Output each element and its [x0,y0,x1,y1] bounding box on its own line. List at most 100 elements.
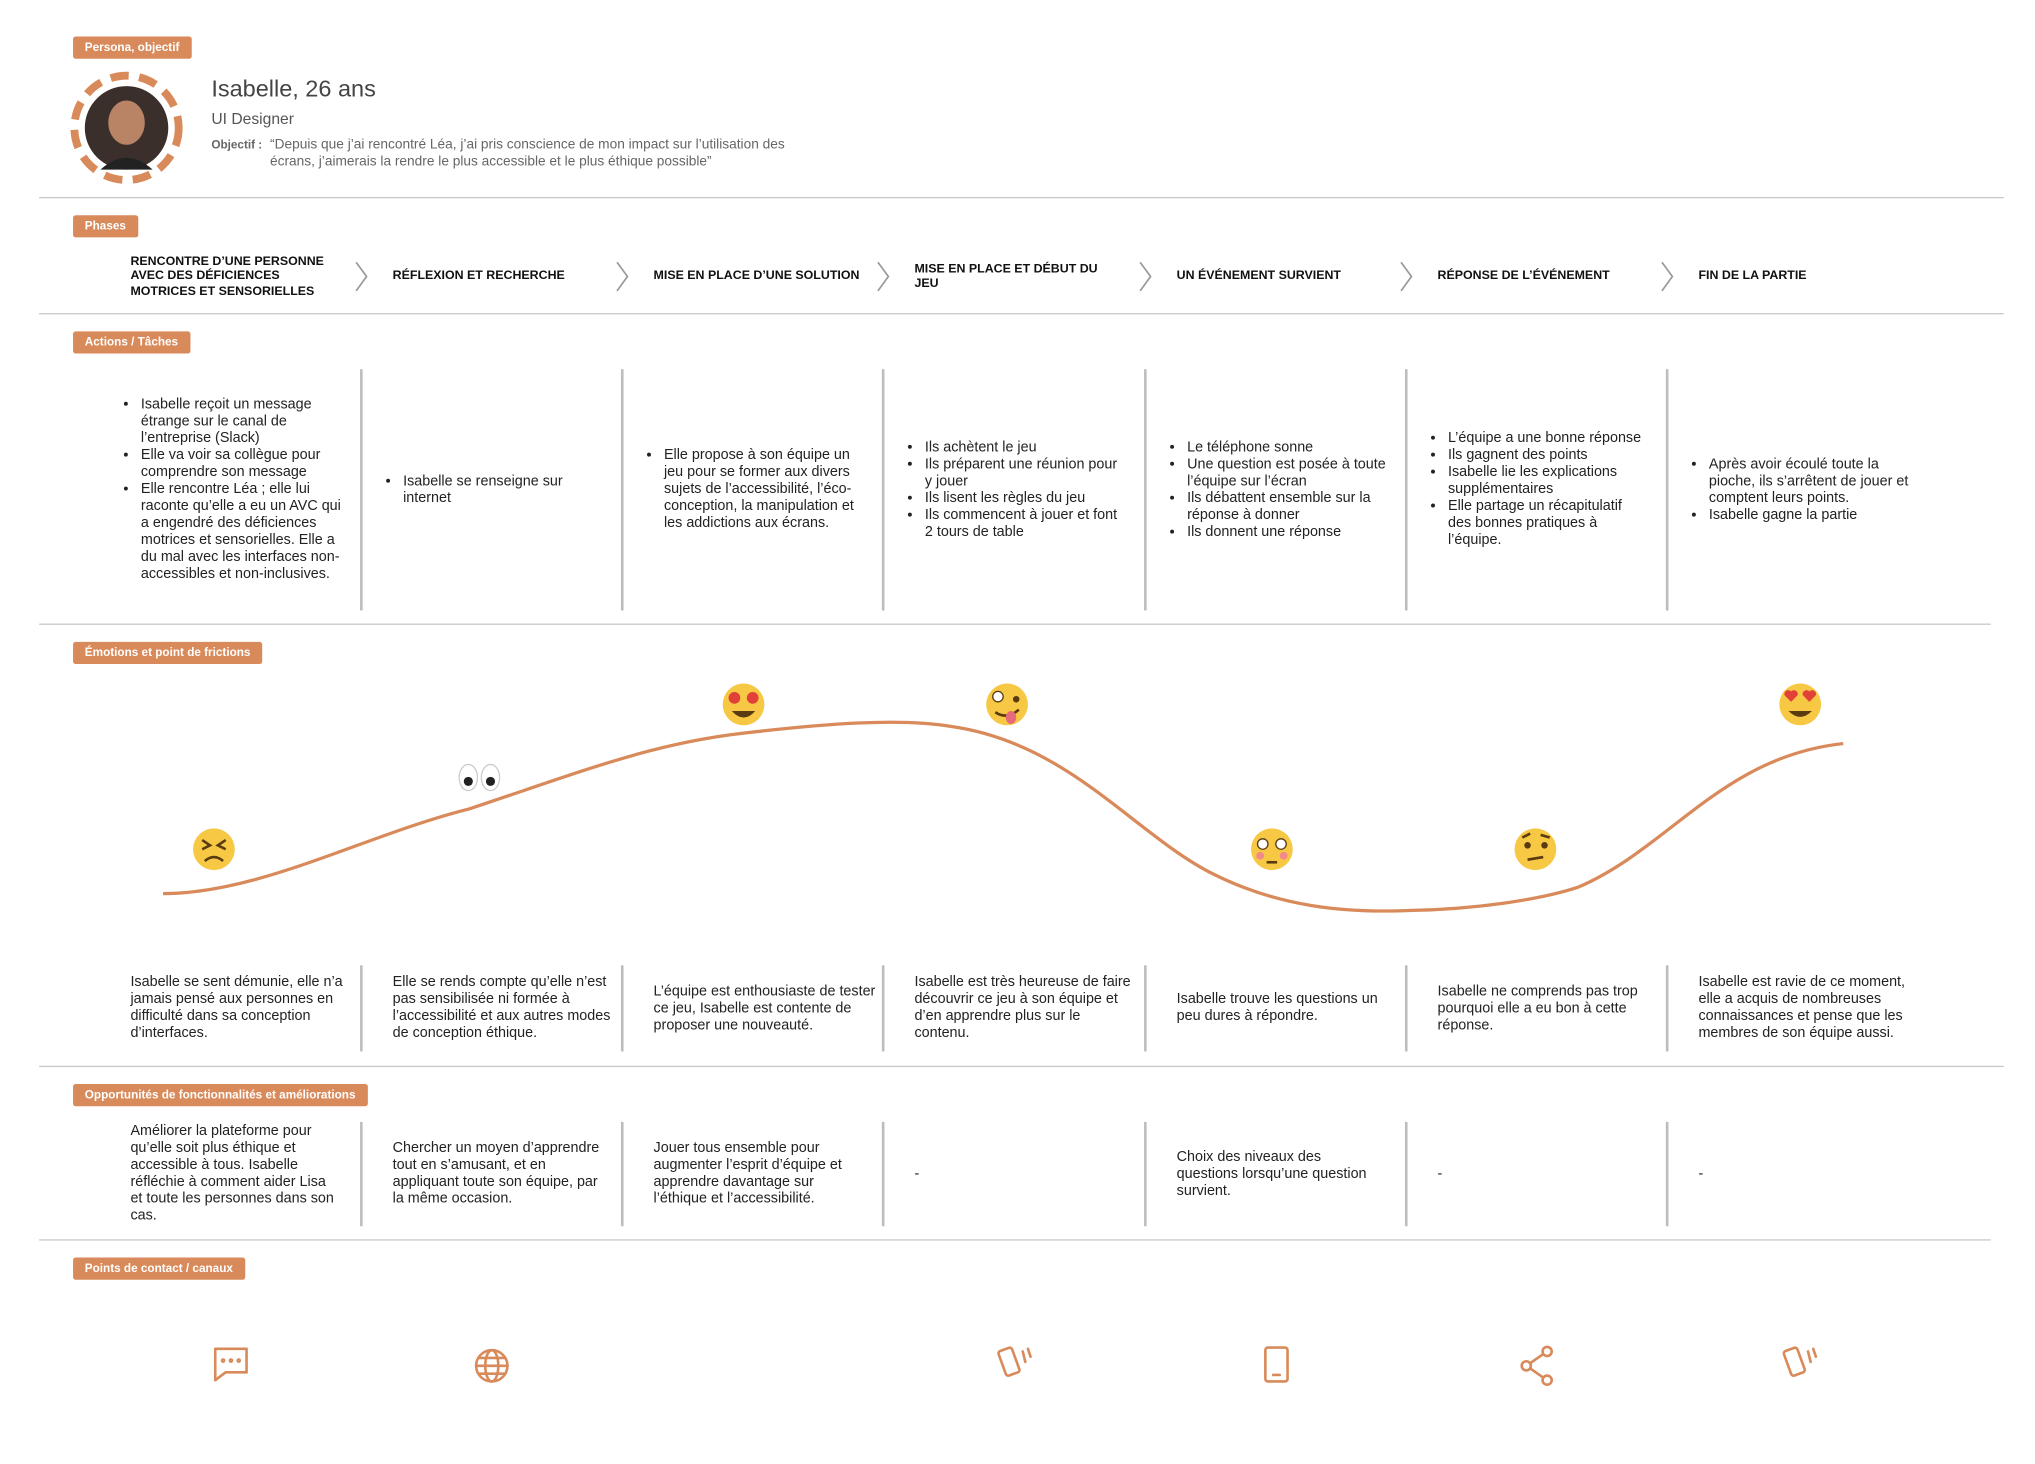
opportunity-text-content: - [914,1165,920,1182]
separator [39,313,2004,315]
opportunity-text: Chercher un moyen d’apprendre tout en s’… [393,1122,602,1226]
action-item: Elle rencontre Léa ; elle lui raconte qu… [141,481,342,583]
action-item: Isabelle gagne la partie [1709,507,1910,524]
action-item: Ils lisent les règles du jeu [925,490,1126,507]
phase-chevron [1139,261,1152,292]
column-divider [1404,369,1408,611]
action-item: Elle partage un récapitulatif des bonnes… [1448,498,1649,549]
phase-chevron [355,261,368,292]
phase-label: UN ÉVÉNEMENT SURVIENT [1176,269,1342,284]
section-tag: Actions / Tâches [73,331,190,354]
action-list: Isabelle se renseigne sur internet [382,473,604,507]
action-list: Isabelle reçoit un message étrange sur l… [120,397,342,584]
phase-label: RÉFLEXION ET RECHERCHE [392,269,565,284]
separator [39,1239,1991,1241]
section-tag: Opportunités de fonctionnalités et améli… [73,1084,368,1107]
emotion-text: Isabelle est ravie de ce moment, elle a … [1698,965,1920,1051]
phase-label: MISE EN PLACE ET DÉBUT DU JEU [914,261,1098,291]
emotion-text-content: L’équipe est enthousiaste de tester ce j… [653,982,876,1033]
column-divider [1404,1121,1408,1227]
emoji-zany [986,683,1028,726]
opportunity-text-content: Améliorer la plateforme pour qu’elle soi… [130,1123,334,1224]
column-divider [881,369,885,611]
action-item: Elle va voir sa collègue pour comprendre… [141,447,342,481]
action-item: Ils débattent ensemble sur la réponse à … [1187,490,1388,524]
emotion-text-content: Isabelle se sent démunie, elle n’a jamai… [130,974,343,1041]
action-column: Elle propose à son équipe un jeu pour se… [643,369,865,610]
emotion-text: Isabelle est très heureuse de faire déco… [914,965,1136,1051]
action-item: Ils achètent le jeu [925,439,1126,456]
phase-label: RENCONTRE D’UNE PERSONNE AVEC DES DÉFICI… [130,254,324,299]
column-divider [1144,1121,1147,1227]
column-divider [360,1121,363,1227]
action-item: Ils commencent à jouer et font 2 tours d… [925,507,1126,541]
section-tag: Émotions et point de frictions [73,641,263,664]
phase-chevron [1400,261,1413,292]
emotion-text: L’équipe est enthousiaste de tester ce j… [654,965,876,1051]
section-tag: Points de contact / canaux [73,1257,245,1280]
column-divider [1665,369,1669,611]
phase-chevron [1661,261,1674,292]
column-divider [360,965,363,1052]
action-item: Après avoir écoulé toute la pioche, ils … [1709,456,1910,507]
action-item: Ils donnent une réponse [1187,524,1388,541]
opportunity-text: - [1698,1122,1907,1226]
separator [39,196,2004,199]
action-item: Isabelle lie les explications supplément… [1448,464,1649,498]
icon-chat [213,1347,248,1382]
avatar [70,71,183,184]
phase-chevron [616,261,629,292]
emotion-text-content: Isabelle ne comprends pas trop pourquoi … [1437,982,1638,1033]
action-column: L’équipe a une bonne réponseIls gagnent … [1427,369,1649,610]
column-divider [620,369,624,611]
separator [39,1065,2004,1068]
emotion-text-content: Isabelle est ravie de ce moment, elle a … [1698,974,1906,1041]
column-divider [620,1121,624,1227]
phase-label: RÉPONSE DE L’ÉVÉNEMENT [1437,269,1610,284]
opportunity-text: - [914,1122,1123,1226]
emoji-star-struck [722,683,765,726]
column-divider [620,965,624,1052]
objective: “Depuis que j’ai rencontré Léa, j’ai pri… [270,136,785,170]
icon-share [1520,1345,1554,1387]
emoji-tired [193,828,235,871]
persona-role: UI Designer [211,109,294,128]
phase-chevron [877,261,890,292]
action-list: Elle propose à son équipe un jeu pour se… [643,447,865,532]
column-divider [1665,965,1669,1052]
opportunity-text-content: Jouer tous ensemble pour augmenter l’esp… [653,1140,842,1207]
action-item: Elle propose à son équipe un jeu pour se… [664,447,865,532]
column-divider [1404,965,1408,1052]
action-item: Le téléphone sonne [1187,439,1388,456]
emotion-text: Isabelle se sent démunie, elle n’a jamai… [130,965,352,1051]
section-tag: Persona, objectif [73,36,192,59]
column-divider [1665,1121,1669,1227]
action-item: Isabelle se renseigne sur internet [403,473,604,507]
opportunity-text: Choix des niveaux des questions lorsqu’u… [1177,1122,1386,1226]
phase-label: FIN DE LA PARTIE [1698,269,1807,284]
emoji-flushed [1251,828,1293,871]
emotion-text-content: Isabelle trouve les questions un peu dur… [1176,991,1378,1025]
action-list: Ils achètent le jeuIls préparent une réu… [904,439,1126,541]
column-divider [881,1121,885,1227]
action-item: L’équipe a une bonne réponse [1448,430,1649,447]
column-divider [1144,965,1147,1052]
emotion-text-content: Isabelle est très heureuse de faire déco… [914,974,1131,1041]
emotion-text: Elle se rends compte qu’elle n’est pas s… [393,965,615,1051]
action-column: Après avoir écoulé toute la pioche, ils … [1688,369,1910,610]
section-tag: Phases [73,215,138,238]
contact-icons [213,1345,1818,1387]
emoji-eyes [458,763,501,792]
action-item: Une question est posée à toute l’équipe … [1187,456,1388,490]
icon-phone [1264,1346,1289,1383]
opportunity-text: Jouer tous ensemble pour augmenter l’esp… [654,1122,863,1226]
icon-phone-vibrate [997,1346,1032,1377]
action-column: Isabelle se renseigne sur internet [382,369,604,610]
icon-phone-vibrate [1782,1346,1818,1377]
action-item: Ils gagnent des points [1448,447,1649,464]
emotion-text-content: Elle se rends compte qu’elle n’est pas s… [392,974,611,1041]
icon-globe [474,1348,509,1383]
persona-name: Isabelle, 26 ans [211,75,376,102]
